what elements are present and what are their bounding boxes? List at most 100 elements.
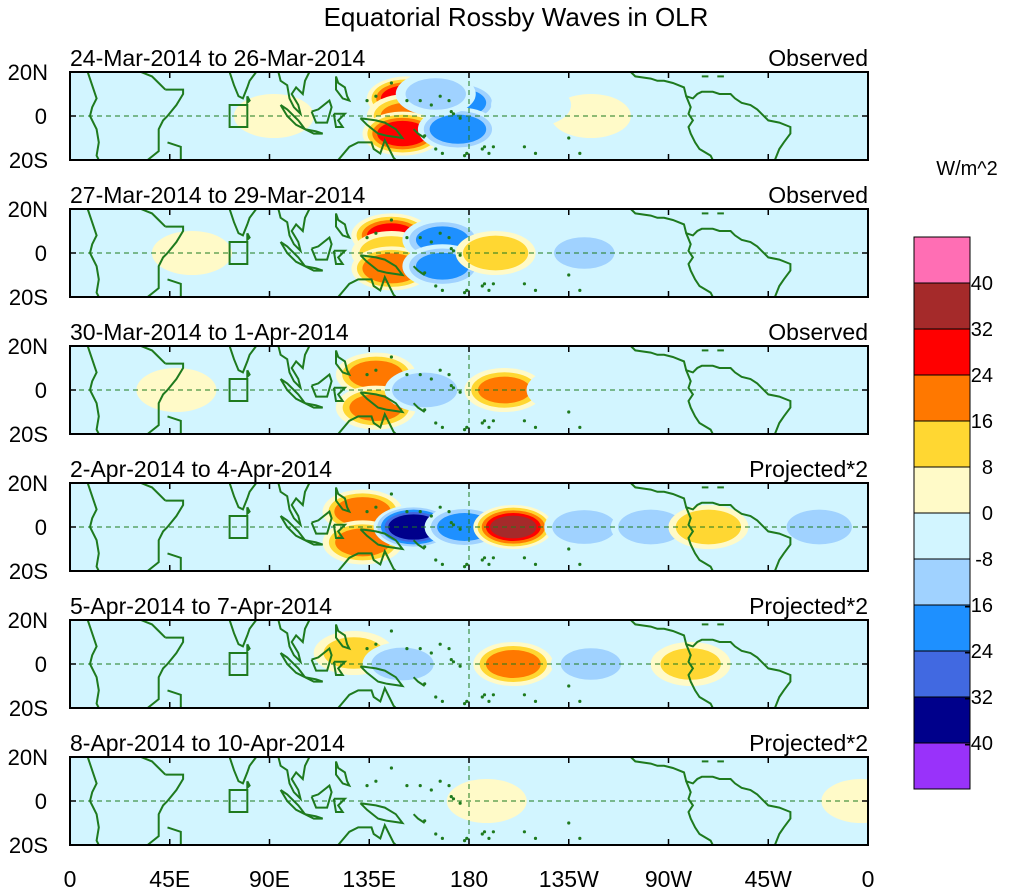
anomaly-contour xyxy=(675,509,742,545)
y-tick-label: 20S xyxy=(9,559,48,584)
coastline xyxy=(335,624,352,651)
map-field xyxy=(70,72,868,160)
island xyxy=(374,368,378,372)
island xyxy=(578,288,582,292)
island xyxy=(451,386,456,390)
colorbar-swatch xyxy=(913,420,971,468)
island xyxy=(491,556,495,560)
island xyxy=(374,642,378,646)
island xyxy=(438,779,442,783)
island xyxy=(434,695,438,699)
island xyxy=(480,421,484,425)
island xyxy=(449,247,453,251)
island xyxy=(451,523,456,527)
island xyxy=(447,373,451,377)
coastline xyxy=(86,72,100,160)
island xyxy=(365,236,369,240)
figure-title: Equatorial Rossby Waves in OLR xyxy=(324,2,709,32)
island xyxy=(438,505,442,509)
island xyxy=(438,642,442,646)
island xyxy=(567,821,571,825)
coastline xyxy=(86,483,100,571)
y-tick-label: 0 xyxy=(35,378,47,403)
island xyxy=(365,510,369,514)
island xyxy=(423,819,427,823)
map-field xyxy=(70,620,868,708)
island xyxy=(567,410,571,414)
island xyxy=(487,151,491,155)
coastline xyxy=(228,757,257,785)
colorbar-swatch xyxy=(913,604,971,652)
x-tick-label: 135E xyxy=(342,866,396,890)
island xyxy=(533,836,538,841)
island xyxy=(465,699,469,704)
coastline xyxy=(412,539,426,550)
island xyxy=(418,236,422,240)
island xyxy=(482,830,487,834)
anomaly-contour xyxy=(429,114,487,144)
island xyxy=(465,562,469,567)
coastline xyxy=(146,225,185,297)
x-tick-label: 180 xyxy=(450,866,488,890)
island xyxy=(482,693,487,697)
coastline xyxy=(246,506,251,517)
y-tick-label: 20S xyxy=(9,422,48,447)
coastline xyxy=(630,620,792,708)
coastline xyxy=(228,209,257,237)
coastline xyxy=(359,117,405,140)
reference-box xyxy=(228,378,249,402)
island xyxy=(440,836,444,841)
y-tick-label: 20S xyxy=(9,148,48,173)
y-tick-label: 0 xyxy=(35,652,47,677)
island xyxy=(418,99,422,103)
island xyxy=(482,556,487,560)
coastline xyxy=(335,487,352,514)
island xyxy=(389,629,394,633)
island xyxy=(480,284,484,288)
island xyxy=(374,94,378,98)
island xyxy=(578,699,582,704)
coastline xyxy=(146,362,185,434)
y-tick-label: 20N xyxy=(8,334,48,359)
island xyxy=(482,419,487,423)
coastline xyxy=(359,254,405,277)
panel-status: Observed xyxy=(768,45,868,71)
coastline xyxy=(332,523,348,539)
x-tick-label: 45E xyxy=(149,866,190,890)
panel-status: Observed xyxy=(768,319,868,345)
island xyxy=(522,693,527,697)
coastline xyxy=(228,620,257,648)
island xyxy=(458,527,462,531)
colorbar-swatch xyxy=(913,650,971,698)
island xyxy=(487,425,491,429)
coastline xyxy=(685,95,714,160)
map-field xyxy=(70,757,868,845)
island xyxy=(449,795,453,799)
y-tick-label: 20N xyxy=(8,471,48,496)
reference-box xyxy=(228,241,249,265)
colorbar-swatch xyxy=(913,328,971,376)
colorbar-label: 40 xyxy=(971,273,993,295)
island xyxy=(438,368,442,372)
island xyxy=(533,151,538,155)
island xyxy=(423,545,427,549)
coastline xyxy=(277,757,311,803)
colorbar-swatch xyxy=(913,512,971,560)
island xyxy=(418,784,422,788)
panel-status: Projected*2 xyxy=(749,456,868,482)
coastline xyxy=(277,209,311,255)
coastline xyxy=(335,350,352,377)
coastline xyxy=(140,346,167,365)
colorbar-units: W/m^2 xyxy=(936,158,998,180)
colorbar-swatch xyxy=(913,236,971,284)
anomaly-contour xyxy=(377,120,428,147)
island xyxy=(567,684,571,688)
island xyxy=(429,788,433,792)
x-tick-label: 45W xyxy=(745,866,793,890)
panel-date-range: 8-Apr-2014 to 10-Apr-2014 xyxy=(70,730,345,756)
coastline xyxy=(310,372,333,398)
island xyxy=(429,240,433,244)
island xyxy=(365,373,369,377)
island xyxy=(434,558,438,562)
